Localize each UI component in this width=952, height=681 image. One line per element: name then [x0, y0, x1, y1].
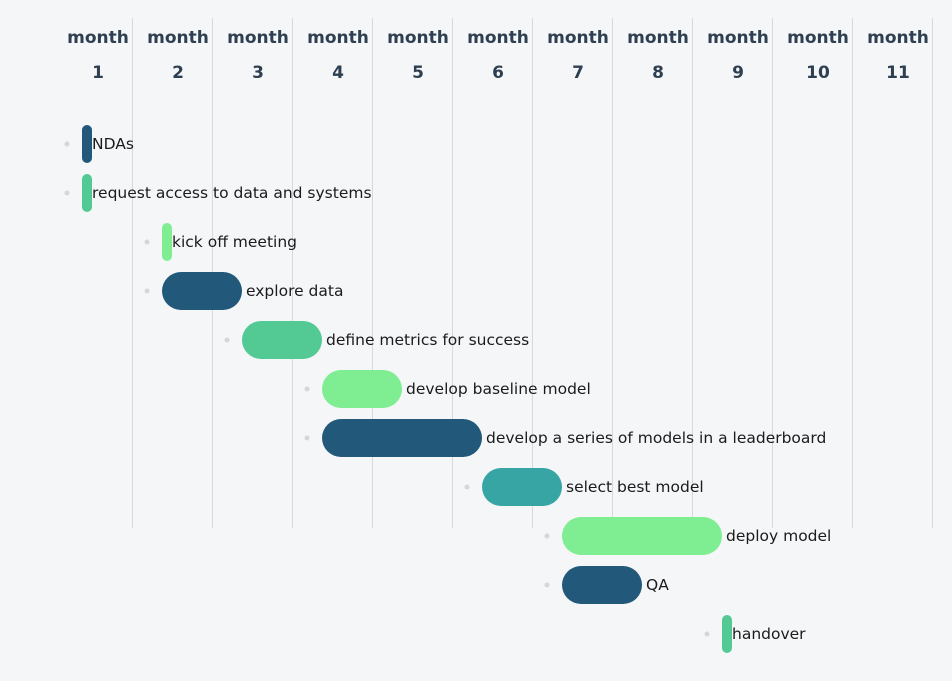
row-dot	[304, 386, 310, 392]
month-header-number-9: 9	[732, 63, 744, 83]
task-label: explore data	[246, 282, 343, 300]
month-header-word-3: month	[227, 28, 289, 48]
month-header-number-4: 4	[332, 63, 344, 83]
task-row: kick off meeting	[144, 223, 297, 261]
task-label: request access to data and systems	[92, 184, 372, 202]
grid-lines	[132, 18, 933, 528]
task-label: deploy model	[726, 527, 831, 545]
month-header-number-3: 3	[252, 63, 264, 83]
month-header-number-11: 11	[886, 63, 910, 83]
month-header-number-8: 8	[652, 63, 664, 83]
month-header-word-2: month	[147, 28, 209, 48]
row-dot	[544, 533, 550, 539]
month-header-word-6: month	[467, 28, 529, 48]
task-label: kick off meeting	[172, 233, 297, 251]
task-bar	[562, 566, 642, 604]
task-bar	[322, 370, 402, 408]
task-marker	[82, 125, 92, 163]
task-label: select best model	[566, 478, 704, 496]
task-bar	[562, 517, 722, 555]
task-label: develop baseline model	[406, 380, 591, 398]
month-header-word-9: month	[707, 28, 769, 48]
month-header-number-2: 2	[172, 63, 184, 83]
month-header-number-6: 6	[492, 63, 504, 83]
task-row: define metrics for success	[224, 321, 529, 359]
month-header-number-10: 10	[806, 63, 830, 83]
task-row: QA	[544, 566, 669, 604]
task-label: NDAs	[92, 135, 134, 153]
task-row: develop baseline model	[304, 370, 591, 408]
month-header-number-5: 5	[412, 63, 424, 83]
month-header-word-5: month	[387, 28, 449, 48]
month-header-number-7: 7	[572, 63, 584, 83]
task-label: QA	[646, 576, 669, 594]
row-dot	[144, 239, 150, 245]
task-rows: NDAs request access to data and systems ki…	[64, 125, 831, 653]
task-row: select best model	[464, 468, 704, 506]
task-row: explore data	[144, 272, 343, 310]
task-row: handover	[704, 615, 806, 653]
task-label: handover	[732, 625, 806, 643]
task-marker	[722, 615, 732, 653]
row-dot	[304, 435, 310, 441]
month-header: month 1 month 2 month 3 month 4 month 5 month 6 mont…	[67, 28, 929, 83]
task-bar	[482, 468, 562, 506]
task-bar	[162, 272, 242, 310]
task-label: define metrics for success	[326, 331, 529, 349]
row-dot	[704, 631, 710, 637]
row-dot	[224, 337, 230, 343]
month-header-word-1: month	[67, 28, 129, 48]
row-dot	[64, 141, 70, 147]
row-dot	[464, 484, 470, 490]
row-dot	[144, 288, 150, 294]
task-marker	[162, 223, 172, 261]
task-bar	[322, 419, 482, 457]
task-label: develop a series of models in a leaderbo…	[486, 429, 826, 447]
month-header-word-7: month	[547, 28, 609, 48]
month-header-word-4: month	[307, 28, 369, 48]
month-header-word-8: month	[627, 28, 689, 48]
month-header-word-10: month	[787, 28, 849, 48]
task-row: NDAs	[64, 125, 134, 163]
month-header-number-1: 1	[92, 63, 104, 83]
task-marker	[82, 174, 92, 212]
row-dot	[544, 582, 550, 588]
task-bar	[242, 321, 322, 359]
task-row: request access to data and systems	[64, 174, 372, 212]
row-dot	[64, 190, 70, 196]
task-row: deploy model	[544, 517, 831, 555]
task-row: develop a series of models in a leaderbo…	[304, 419, 826, 457]
month-header-word-11: month	[867, 28, 929, 48]
